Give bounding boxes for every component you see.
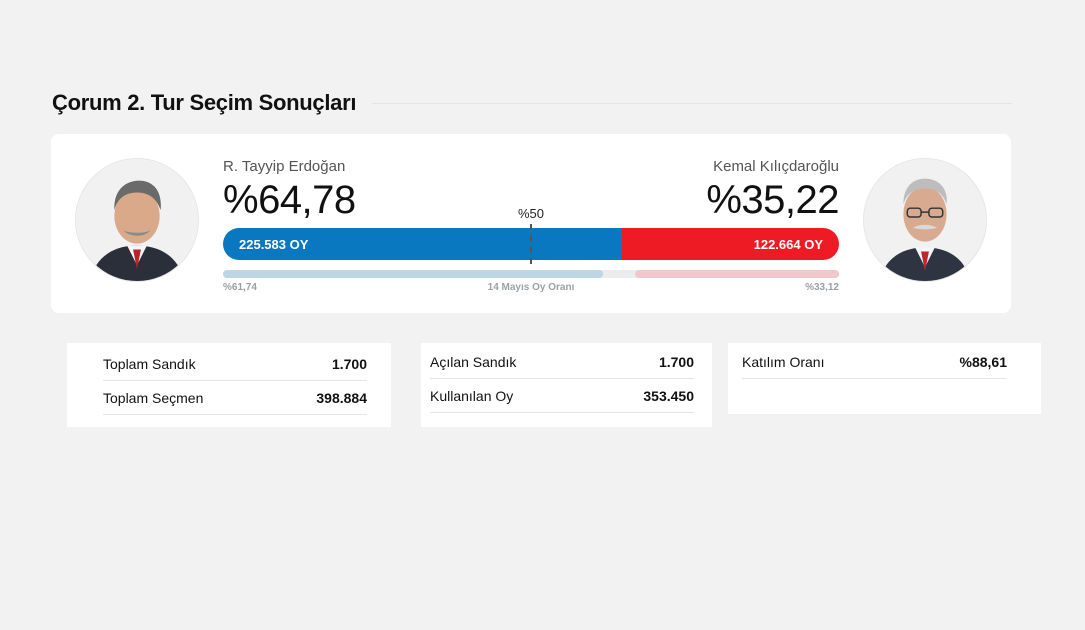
page-title: Çorum 2. Tur Seçim Sonuçları <box>52 90 357 115</box>
candidate-left-photo <box>75 158 199 282</box>
candidate-left-percent: %64,78 <box>223 178 356 222</box>
title-divider <box>372 102 1012 104</box>
candidate-left-votes: 225.583 OY <box>239 236 309 252</box>
stat-box-opened: Açılan Sandık 1.700 Kullanılan Oy 353.45… <box>421 343 712 427</box>
results-card: R. Tayyip Erdoğan Kemal Kılıçdaroğlu %64… <box>51 134 1011 313</box>
vote-share-bar: 225.583 OY 122.664 OY <box>223 228 839 260</box>
stat-label: Kullanılan Oy <box>430 387 514 404</box>
stat-row: Kullanılan Oy 353.450 <box>430 379 694 413</box>
candidate-right-photo <box>863 158 987 282</box>
stat-row: Toplam Seçmen 398.884 <box>103 381 367 415</box>
stat-value: 353.450 <box>643 387 694 404</box>
previous-round-left-percent: %61,74 <box>223 282 257 293</box>
stat-label: Katılım Oranı <box>742 353 825 370</box>
half-threshold-marker <box>530 224 532 264</box>
candidate-right-name: Kemal Kılıçdaroğlu <box>713 158 839 175</box>
previous-round-left-bar <box>223 270 603 278</box>
candidate-left-bar: 225.583 OY <box>223 228 623 260</box>
stat-value: %88,61 <box>959 353 1007 370</box>
stat-label: Açılan Sandık <box>430 353 517 370</box>
previous-round-right-bar <box>635 270 839 278</box>
stat-value: 398.884 <box>316 389 367 406</box>
stat-row: Toplam Sandık 1.700 <box>103 347 367 381</box>
stat-label: Toplam Seçmen <box>103 389 204 406</box>
stat-row: Açılan Sandık 1.700 <box>430 345 694 379</box>
candidate-right-percent: %35,22 <box>706 178 839 222</box>
stat-value: 1.700 <box>658 353 694 370</box>
person-portrait-icon <box>76 159 198 281</box>
half-threshold-label: %50 <box>517 206 545 221</box>
person-portrait-icon <box>864 159 986 281</box>
stat-box-turnout: Katılım Oranı %88,61 <box>728 343 1041 414</box>
stat-box-ballot: Toplam Sandık 1.700 Toplam Seçmen 398.88… <box>67 343 391 427</box>
candidate-left-name: R. Tayyip Erdoğan <box>223 158 346 175</box>
stat-label: Toplam Sandık <box>103 355 196 372</box>
section-header: Çorum 2. Tur Seçim Sonuçları <box>52 88 1012 118</box>
candidate-right-votes: 122.664 OY <box>753 236 823 252</box>
candidate-right-bar: 122.664 OY <box>622 228 839 260</box>
previous-round-right-percent: %33,12 <box>805 282 839 293</box>
stat-value: 1.700 <box>331 355 367 372</box>
stat-row: Katılım Oranı %88,61 <box>742 345 1007 379</box>
previous-round-label: 14 Mayıs Oy Oranı <box>487 282 575 293</box>
